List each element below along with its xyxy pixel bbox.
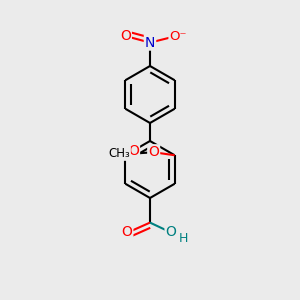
Text: H: H: [178, 232, 188, 245]
Text: O: O: [120, 29, 131, 43]
Text: O⁻: O⁻: [169, 29, 187, 43]
Text: O: O: [122, 225, 132, 239]
Text: CH₃: CH₃: [109, 147, 130, 160]
Text: O: O: [148, 145, 159, 159]
Text: O: O: [128, 144, 139, 158]
Text: N: N: [145, 36, 155, 50]
Text: O: O: [166, 225, 176, 239]
